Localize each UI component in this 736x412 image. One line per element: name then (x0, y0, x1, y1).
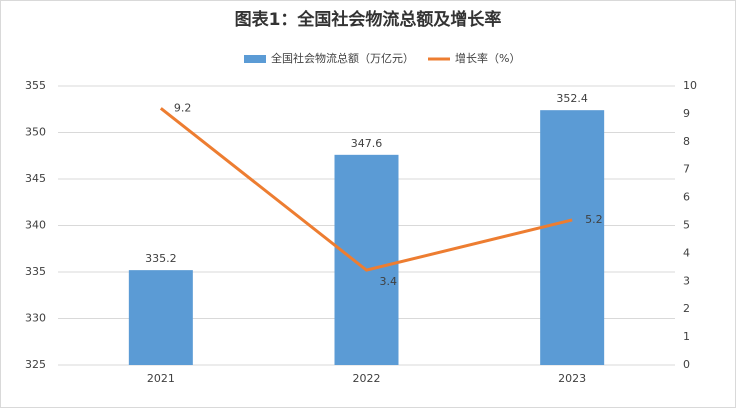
y2-tick-label: 7 (683, 163, 690, 176)
bar (540, 110, 605, 366)
data-label: 5.2 (585, 213, 603, 226)
x-tick-label: 2022 (353, 372, 381, 385)
x-tick-label: 2021 (147, 372, 175, 385)
y-tick-label: 340 (25, 219, 46, 232)
line (159, 107, 573, 272)
y2-tick-label: 2 (683, 302, 690, 315)
y2-tick-label: 10 (683, 79, 697, 92)
data-label: 335.2 (145, 252, 177, 265)
y2-tick-label: 5 (683, 219, 690, 232)
y-tick-label: 325 (25, 358, 46, 371)
y-tick-label: 345 (25, 172, 46, 185)
legend-label: 增长率（%） (455, 51, 520, 65)
chart-title: 图表1：全国社会物流总额及增长率 (235, 9, 502, 30)
x-tick-label: 2023 (558, 372, 586, 385)
data-label: 3.4 (380, 275, 398, 288)
y2-tick-label: 1 (683, 330, 690, 343)
bar (128, 270, 193, 365)
y2-tick-label: 4 (683, 246, 690, 259)
y-tick-label: 330 (25, 312, 46, 325)
data-label: 352.4 (556, 92, 588, 105)
y2-tick-label: 3 (683, 274, 690, 287)
y2-tick-label: 0 (683, 358, 690, 371)
data-label: 9.2 (174, 101, 192, 114)
y-tick-label: 355 (25, 79, 46, 92)
bar (334, 154, 399, 365)
legend-label: 全国社会物流总额（万亿元） (271, 51, 414, 65)
data-label: 347.6 (351, 137, 383, 150)
y-tick-label: 335 (25, 265, 46, 278)
legend-swatch (244, 55, 266, 63)
y2-tick-label: 9 (683, 107, 690, 120)
y-tick-label: 350 (25, 126, 46, 139)
y2-tick-label: 8 (683, 135, 690, 148)
y2-tick-label: 6 (683, 191, 690, 204)
